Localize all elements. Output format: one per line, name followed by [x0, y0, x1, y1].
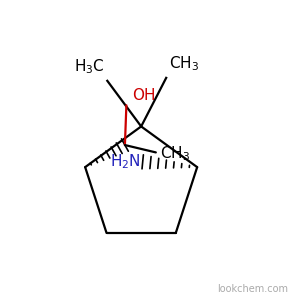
Text: CH$_3$: CH$_3$	[160, 145, 190, 163]
Text: lookchem.com: lookchem.com	[218, 284, 288, 294]
Text: H$_2$N: H$_2$N	[110, 152, 141, 171]
Text: CH$_3$: CH$_3$	[169, 55, 199, 74]
Text: H$_3$C: H$_3$C	[74, 58, 104, 76]
Text: OH: OH	[132, 88, 155, 103]
